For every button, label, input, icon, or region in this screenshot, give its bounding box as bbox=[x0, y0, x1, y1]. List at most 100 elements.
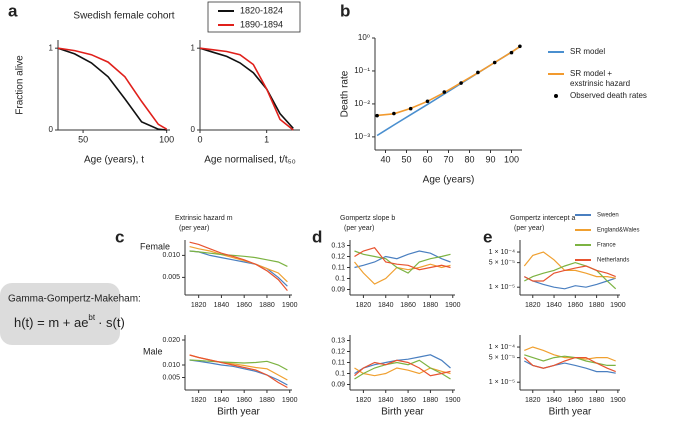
y-tick-label: 0.1 bbox=[335, 275, 345, 282]
y-tick-label: 0.010 bbox=[162, 252, 180, 259]
x-tick-label: 1860 bbox=[236, 302, 252, 309]
y-tick-label: 0.11 bbox=[332, 264, 345, 271]
x-tick-label: 1900 bbox=[445, 302, 461, 309]
legend-label: England&Wales bbox=[597, 228, 639, 234]
formula-lhs: h(t) = m + ae bbox=[14, 315, 88, 330]
x-tick-label: 90 bbox=[485, 154, 495, 164]
x-tick-label: 1860 bbox=[568, 397, 584, 404]
y-tick-label: 0.12 bbox=[331, 348, 345, 355]
x-axis-label: Age (years), t bbox=[84, 155, 144, 166]
x-tick-label: 1880 bbox=[259, 397, 275, 404]
row-label: Female bbox=[140, 241, 170, 251]
x-tick-label: 1820 bbox=[191, 397, 207, 404]
series-line bbox=[524, 261, 617, 290]
y-tick-label: 1 × 10⁻⁵ bbox=[489, 379, 515, 386]
formula-rhs: · s(t) bbox=[98, 315, 125, 330]
y-tick-label: 1 bbox=[49, 43, 54, 52]
y-tick-label: 0.010 bbox=[162, 362, 180, 369]
series-line bbox=[189, 246, 288, 283]
legend-label: SR model + exstrinsic hazard bbox=[570, 69, 630, 88]
chart-subtitle: (per year) bbox=[514, 225, 544, 232]
series-line bbox=[189, 354, 288, 389]
legend-label: Netherlands bbox=[597, 258, 629, 264]
x-tick-label: 1840 bbox=[378, 302, 394, 309]
x-tick-label: 1840 bbox=[546, 302, 562, 309]
x-tick-label: 1840 bbox=[214, 397, 230, 404]
chart-title: Swedish female cohort bbox=[73, 11, 174, 22]
x-axis-label: Birth year bbox=[549, 407, 592, 418]
x-tick-label: 40 bbox=[380, 154, 390, 164]
y-tick-label: 10⁻² bbox=[354, 99, 370, 108]
data-point bbox=[509, 50, 514, 55]
series-line bbox=[354, 250, 451, 269]
series-line bbox=[524, 346, 616, 362]
series-line bbox=[377, 45, 521, 117]
y-tick-label: 10⁰ bbox=[358, 33, 370, 42]
row-label: Male bbox=[143, 346, 163, 356]
x-tick-label: 1880 bbox=[589, 397, 605, 404]
x-tick-label: 1860 bbox=[236, 397, 252, 404]
panel-letter: a bbox=[8, 1, 18, 20]
y-axis-label: Fraction alive bbox=[15, 55, 26, 115]
x-axis-label: Birth year bbox=[381, 407, 424, 418]
x-tick-label: 1820 bbox=[525, 397, 541, 404]
legend-label-line: exstrinsic hazard bbox=[570, 79, 630, 88]
series-line bbox=[57, 47, 168, 130]
series-line bbox=[354, 247, 451, 271]
series-line bbox=[523, 357, 616, 373]
x-axis-label: Age normalised, t/t₅₀ bbox=[204, 155, 296, 166]
x-tick-label: 1 bbox=[264, 134, 269, 144]
series-line bbox=[57, 47, 167, 131]
formula-heading: Gamma-Gompertz-Makeham: bbox=[8, 294, 141, 305]
panel-letter: c bbox=[115, 227, 124, 246]
series-line bbox=[524, 276, 616, 290]
panel-letter: b bbox=[340, 1, 350, 20]
x-tick-label: 100 bbox=[504, 154, 519, 164]
y-tick-label: 0.1 bbox=[335, 370, 345, 377]
series-line bbox=[189, 250, 288, 267]
y-tick-label: 0.12 bbox=[331, 253, 345, 260]
legend-label: SR model bbox=[570, 47, 605, 56]
x-tick-label: 1900 bbox=[445, 397, 461, 404]
legend-label: 1820-1824 bbox=[240, 5, 283, 15]
x-tick-label: 60 bbox=[422, 154, 432, 164]
x-tick-label: 1880 bbox=[589, 302, 605, 309]
x-axis-label: Age (years) bbox=[423, 175, 475, 186]
x-tick-label: 1860 bbox=[568, 302, 584, 309]
x-tick-label: 100 bbox=[159, 134, 174, 144]
series-line bbox=[199, 47, 294, 131]
series-line bbox=[354, 354, 451, 375]
data-point bbox=[392, 111, 396, 116]
x-tick-label: 1820 bbox=[356, 397, 372, 404]
series-line bbox=[354, 367, 451, 377]
y-tick-label: 1 × 10⁻⁴ bbox=[489, 249, 515, 256]
x-tick-label: 1880 bbox=[259, 302, 275, 309]
panel-letter: d bbox=[312, 227, 322, 246]
data-point bbox=[442, 90, 447, 94]
legend-label: Sweden bbox=[597, 213, 619, 219]
y-tick-label: 5 × 10⁻⁵ bbox=[489, 354, 515, 361]
x-tick-label: 1840 bbox=[546, 397, 562, 404]
x-tick-label: 1900 bbox=[282, 397, 298, 404]
y-tick-label: 0.005 bbox=[162, 274, 180, 281]
x-tick-label: 1840 bbox=[378, 397, 394, 404]
x-tick-label: 1880 bbox=[423, 302, 439, 309]
y-tick-label: 0 bbox=[49, 125, 54, 134]
y-tick-label: 0 bbox=[191, 125, 196, 134]
y-tick-label: 1 × 10⁻⁵ bbox=[489, 284, 515, 291]
formula-exp: bt bbox=[88, 313, 95, 322]
y-tick-label: 0.005 bbox=[162, 374, 180, 381]
x-tick-label: 1900 bbox=[282, 302, 298, 309]
series-line bbox=[189, 359, 288, 371]
series-line bbox=[524, 265, 616, 282]
chart-title: Gompertz slope b bbox=[340, 215, 395, 222]
series-line bbox=[354, 250, 451, 274]
chart-title: Extrinsic hazard m bbox=[175, 215, 233, 222]
chart-title: Gompertz intercept a bbox=[510, 215, 575, 222]
x-tick-label: 50 bbox=[401, 154, 411, 164]
data-point bbox=[492, 60, 497, 65]
legend-label: Observed death rates bbox=[570, 91, 647, 100]
x-tick-label: 0 bbox=[197, 134, 202, 144]
